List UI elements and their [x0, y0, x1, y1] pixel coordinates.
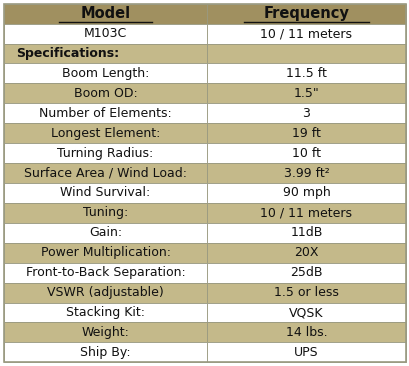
Text: 3: 3	[302, 107, 310, 120]
Bar	[207, 343, 405, 362]
Text: Gain:: Gain:	[89, 226, 122, 239]
Bar	[4, 44, 207, 63]
Text: Ship By:: Ship By:	[80, 346, 130, 359]
Text: Turning Radius:: Turning Radius:	[57, 147, 153, 160]
Bar	[207, 163, 405, 183]
Bar	[207, 223, 405, 243]
Text: Longest Element:: Longest Element:	[51, 127, 160, 140]
Text: 25dB: 25dB	[290, 266, 322, 279]
Text: Front-to-Back Separation:: Front-to-Back Separation:	[26, 266, 185, 279]
Text: 1.5 or less: 1.5 or less	[273, 286, 338, 299]
Text: 10 ft: 10 ft	[291, 147, 320, 160]
Bar	[4, 263, 207, 283]
Text: M103C: M103C	[84, 27, 127, 40]
Text: Power Multiplication:: Power Multiplication:	[40, 246, 170, 259]
Text: 11.5 ft: 11.5 ft	[285, 67, 326, 80]
Bar	[4, 343, 207, 362]
Bar	[207, 203, 405, 223]
Text: Wind Survival:: Wind Survival:	[60, 186, 151, 199]
Bar	[207, 44, 405, 63]
Bar	[207, 83, 405, 103]
Text: Number of Elements:: Number of Elements:	[39, 107, 171, 120]
Text: VSWR (adjustable): VSWR (adjustable)	[47, 286, 164, 299]
Text: Specifications:: Specifications:	[16, 47, 119, 60]
Bar	[207, 303, 405, 322]
Text: UPS: UPS	[293, 346, 318, 359]
Text: 10 / 11 meters: 10 / 11 meters	[260, 206, 352, 219]
Bar	[207, 123, 405, 143]
Bar	[4, 203, 207, 223]
Bar	[4, 4, 207, 23]
Bar	[4, 123, 207, 143]
Text: Frequency: Frequency	[263, 6, 348, 21]
Bar	[4, 283, 207, 303]
Text: Weight:: Weight:	[81, 326, 129, 339]
Bar	[4, 183, 207, 203]
Text: 90 mph: 90 mph	[282, 186, 330, 199]
Text: VQSK: VQSK	[288, 306, 323, 319]
Bar	[4, 322, 207, 343]
Text: Tuning:: Tuning:	[83, 206, 128, 219]
Text: 1.5": 1.5"	[293, 87, 319, 100]
Bar	[207, 103, 405, 123]
Bar	[4, 23, 207, 44]
Bar	[4, 303, 207, 322]
Text: Boom OD:: Boom OD:	[74, 87, 137, 100]
Bar	[4, 103, 207, 123]
Text: 19 ft: 19 ft	[291, 127, 320, 140]
Text: Stacking Kit:: Stacking Kit:	[66, 306, 145, 319]
Text: 3.99 ft²: 3.99 ft²	[283, 167, 328, 180]
Bar	[4, 243, 207, 263]
Bar	[4, 223, 207, 243]
Bar	[207, 322, 405, 343]
Bar	[4, 83, 207, 103]
Bar	[207, 4, 405, 23]
Bar	[207, 263, 405, 283]
Bar	[207, 283, 405, 303]
Text: Model: Model	[80, 6, 130, 21]
Text: Boom Length:: Boom Length:	[62, 67, 149, 80]
Bar	[4, 163, 207, 183]
Bar	[207, 183, 405, 203]
Bar	[207, 243, 405, 263]
Bar	[207, 63, 405, 83]
Text: Surface Area / Wind Load:: Surface Area / Wind Load:	[24, 167, 187, 180]
Bar	[4, 143, 207, 163]
Bar	[207, 143, 405, 163]
Text: 20X: 20X	[294, 246, 318, 259]
Text: 11dB: 11dB	[290, 226, 322, 239]
Bar	[4, 63, 207, 83]
Text: 14 lbs.: 14 lbs.	[285, 326, 326, 339]
Bar	[207, 23, 405, 44]
Text: 10 / 11 meters: 10 / 11 meters	[260, 27, 352, 40]
